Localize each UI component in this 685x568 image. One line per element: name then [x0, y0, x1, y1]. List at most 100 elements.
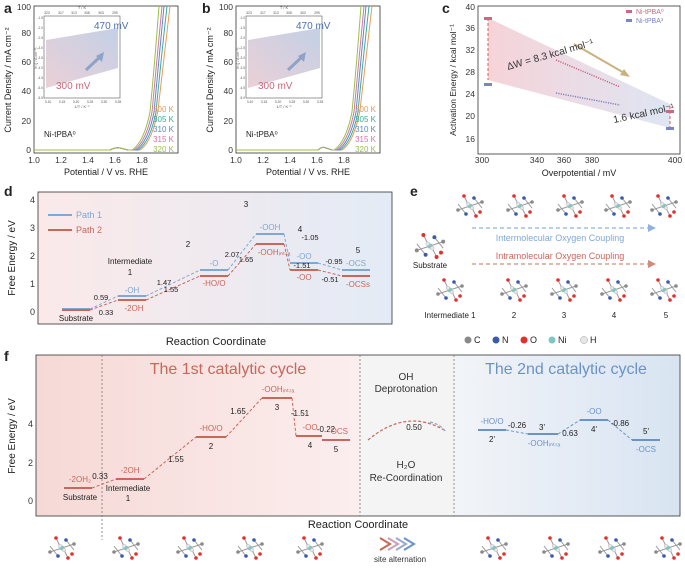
svg-text:-2OH: -2OH [120, 466, 139, 475]
inset-b-x-label: 1/T / K⁻¹ [276, 104, 292, 109]
panel-c-ylabel: Activation Energy / kcal mol⁻¹ [448, 24, 458, 136]
svg-text:40: 40 [224, 86, 234, 96]
svg-text:24: 24 [466, 89, 476, 99]
svg-text:-1.5: -1.5 [240, 26, 246, 30]
svg-text:-HO/O: -HO/O [480, 417, 503, 426]
svg-text:-0.26: -0.26 [508, 421, 527, 430]
inset-b-top-label: T / K [280, 5, 289, 10]
svg-text:305 K: 305 K [153, 115, 175, 124]
panel-f-mid-value: 0.50 [406, 423, 422, 432]
svg-text:3.15: 3.15 [261, 100, 268, 104]
panel-label-e: e [410, 183, 418, 199]
panel-d-xlabel: Reaction Coordinate [166, 336, 266, 348]
svg-text:-3.5: -3.5 [38, 56, 44, 60]
panel-b-curves [236, 5, 373, 151]
svg-text:-3.5: -3.5 [240, 66, 246, 70]
molecule-sketch [506, 194, 534, 218]
panel-label-c: c [442, 0, 450, 16]
panel-f-yticks: 0 2 4 [28, 419, 33, 506]
panel-e: Intermolecular Oxygen Coupling Intramole… [413, 194, 678, 345]
svg-text:1.8: 1.8 [338, 155, 350, 165]
molecule-sketch [654, 536, 682, 560]
svg-text:-OCS: -OCS [328, 427, 348, 436]
svg-text:5: 5 [356, 246, 361, 255]
panel-f-xlabel: Reaction Coordinate [308, 519, 408, 531]
panel-label-b: b [202, 0, 211, 16]
svg-text:3.25: 3.25 [289, 100, 296, 104]
svg-text:0.33: 0.33 [99, 308, 114, 317]
svg-text:317: 317 [58, 11, 64, 15]
svg-text:-2OH: -2OH [124, 304, 143, 313]
panel-b-legend: 300 K 305 K 310 K 315 K 320 K [355, 105, 377, 154]
svg-text:80: 80 [22, 28, 32, 38]
svg-text:308: 308 [286, 11, 292, 15]
panel-f-cycle2-links [505, 419, 633, 441]
svg-text:Path 1: Path 1 [76, 210, 102, 220]
svg-text:313: 313 [273, 11, 279, 15]
svg-text:1.2: 1.2 [257, 155, 269, 165]
svg-text:60: 60 [22, 57, 32, 67]
svg-text:305 K: 305 K [355, 115, 377, 124]
svg-text:1.4: 1.4 [82, 155, 94, 165]
svg-text:-OO: -OO [302, 423, 317, 432]
panel-f-cycle1-levels [64, 397, 350, 489]
panel-e-steps: Intermediate 1 2 3 4 5 [424, 311, 668, 320]
svg-text:299: 299 [314, 11, 320, 15]
inset-a-x-ticks: 3.10 3.15 3.20 3.25 3.30 3.35 [45, 100, 122, 104]
molecule-sketch [48, 536, 76, 560]
panel-f-cycle1-links [91, 397, 297, 489]
svg-text:1.8: 1.8 [136, 155, 148, 165]
svg-text:3.30: 3.30 [101, 100, 108, 104]
panel-e-bottom-molecules [436, 278, 678, 302]
svg-text:360: 360 [557, 155, 571, 165]
panel-a-legend: 300 K 305 K 310 K 315 K 320 K [153, 105, 175, 154]
svg-text:299: 299 [112, 11, 118, 15]
svg-text:3.30: 3.30 [303, 100, 310, 104]
panel-e-substrate: Substrate [413, 261, 448, 270]
svg-text:-OOHᵢₙₜᵣₐ: -OOHᵢₙₜᵣₐ [258, 248, 292, 257]
molecule-sketch [456, 194, 484, 218]
inset-b-y-ticks: -1.0 -1.5 -2.0 -2.5 -3.0 -3.5 -4.0 -4.5 -5.0 [240, 16, 246, 100]
svg-text:-5.0: -5.0 [38, 86, 44, 90]
panel-f-cycle2-levels [478, 419, 660, 441]
svg-text:36: 36 [466, 23, 476, 33]
svg-text:0: 0 [26, 145, 31, 155]
molecule-sketch [600, 278, 628, 302]
svg-text:1.6: 1.6 [311, 155, 323, 165]
panel-f-molecules [48, 536, 682, 560]
svg-text:1.4: 1.4 [284, 155, 296, 165]
svg-text:-OH: -OH [125, 286, 140, 295]
svg-text:-2OH₂: -2OH₂ [69, 475, 91, 484]
svg-text:310 K: 310 K [153, 125, 175, 134]
svg-text:-5.5: -5.5 [38, 96, 44, 100]
svg-text:3: 3 [562, 311, 567, 320]
svg-text:-1.51: -1.51 [293, 261, 310, 270]
inset-a-low: 300 mV [56, 81, 91, 92]
panel-b-xlabel: Potential / V vs. RHE [266, 167, 350, 177]
svg-text:0: 0 [228, 145, 233, 155]
svg-text:310 K: 310 K [355, 125, 377, 134]
svg-text:2: 2 [512, 311, 517, 320]
svg-text:0.59: 0.59 [94, 293, 109, 302]
svg-text:-0.95: -0.95 [325, 257, 342, 266]
svg-text:Substrate: Substrate [63, 493, 98, 502]
svg-text:60: 60 [224, 57, 234, 67]
svg-text:3.10: 3.10 [247, 100, 254, 104]
svg-text:0.63: 0.63 [562, 429, 578, 438]
svg-text:5: 5 [664, 311, 669, 320]
site-alternation-arrow [379, 537, 416, 551]
svg-text:315 K: 315 K [355, 135, 377, 144]
svg-text:20: 20 [22, 116, 32, 126]
svg-text:1.55: 1.55 [164, 285, 179, 294]
panel-c-xlabel: Overpotential / mV [542, 168, 617, 178]
svg-text:323: 323 [246, 11, 252, 15]
panel-c: ΔW = 8.3 kcal mol⁻¹ 1.6 kcal mol⁻¹ Ni-tP… [448, 2, 682, 178]
panel-c-legend: Ni-tPBA⁰ Ni-tPBA³ [626, 8, 664, 25]
svg-text:1.0: 1.0 [230, 155, 242, 165]
panel-d-values: 0.59 0.33 1.47 1.55 2.07 1.65 -1.05 -1.5… [94, 233, 343, 317]
molecule-sketch [650, 194, 678, 218]
svg-text:315 K: 315 K [153, 135, 175, 144]
svg-text:-OCS: -OCS [636, 445, 656, 454]
svg-text:-HO/O: -HO/O [199, 424, 222, 433]
